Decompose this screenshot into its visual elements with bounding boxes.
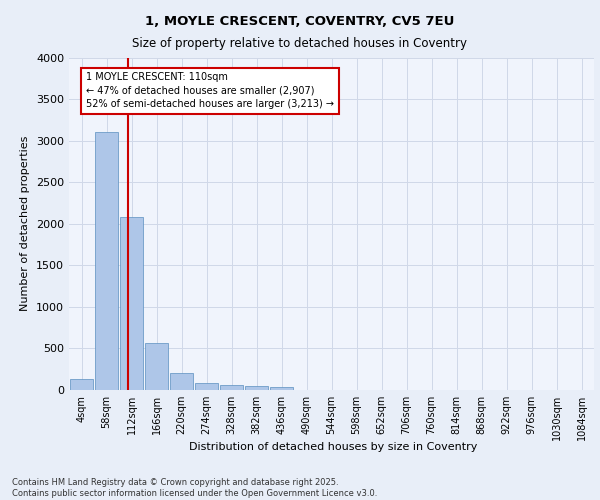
- Y-axis label: Number of detached properties: Number of detached properties: [20, 136, 31, 312]
- Bar: [145, 342, 168, 390]
- Text: 1, MOYLE CRESCENT, COVENTRY, CV5 7EU: 1, MOYLE CRESCENT, COVENTRY, CV5 7EU: [145, 15, 455, 28]
- Bar: [170, 374, 193, 390]
- Bar: [220, 386, 243, 390]
- Bar: [95, 132, 118, 390]
- Bar: [120, 217, 143, 390]
- Bar: [70, 379, 93, 390]
- Text: Distribution of detached houses by size in Coventry: Distribution of detached houses by size …: [189, 442, 477, 452]
- Bar: [245, 386, 268, 390]
- Bar: [195, 384, 218, 390]
- Text: Size of property relative to detached houses in Coventry: Size of property relative to detached ho…: [133, 38, 467, 51]
- Text: 1 MOYLE CRESCENT: 110sqm
← 47% of detached houses are smaller (2,907)
52% of sem: 1 MOYLE CRESCENT: 110sqm ← 47% of detach…: [86, 72, 334, 109]
- Text: Contains HM Land Registry data © Crown copyright and database right 2025.
Contai: Contains HM Land Registry data © Crown c…: [12, 478, 377, 498]
- Bar: [270, 386, 293, 390]
